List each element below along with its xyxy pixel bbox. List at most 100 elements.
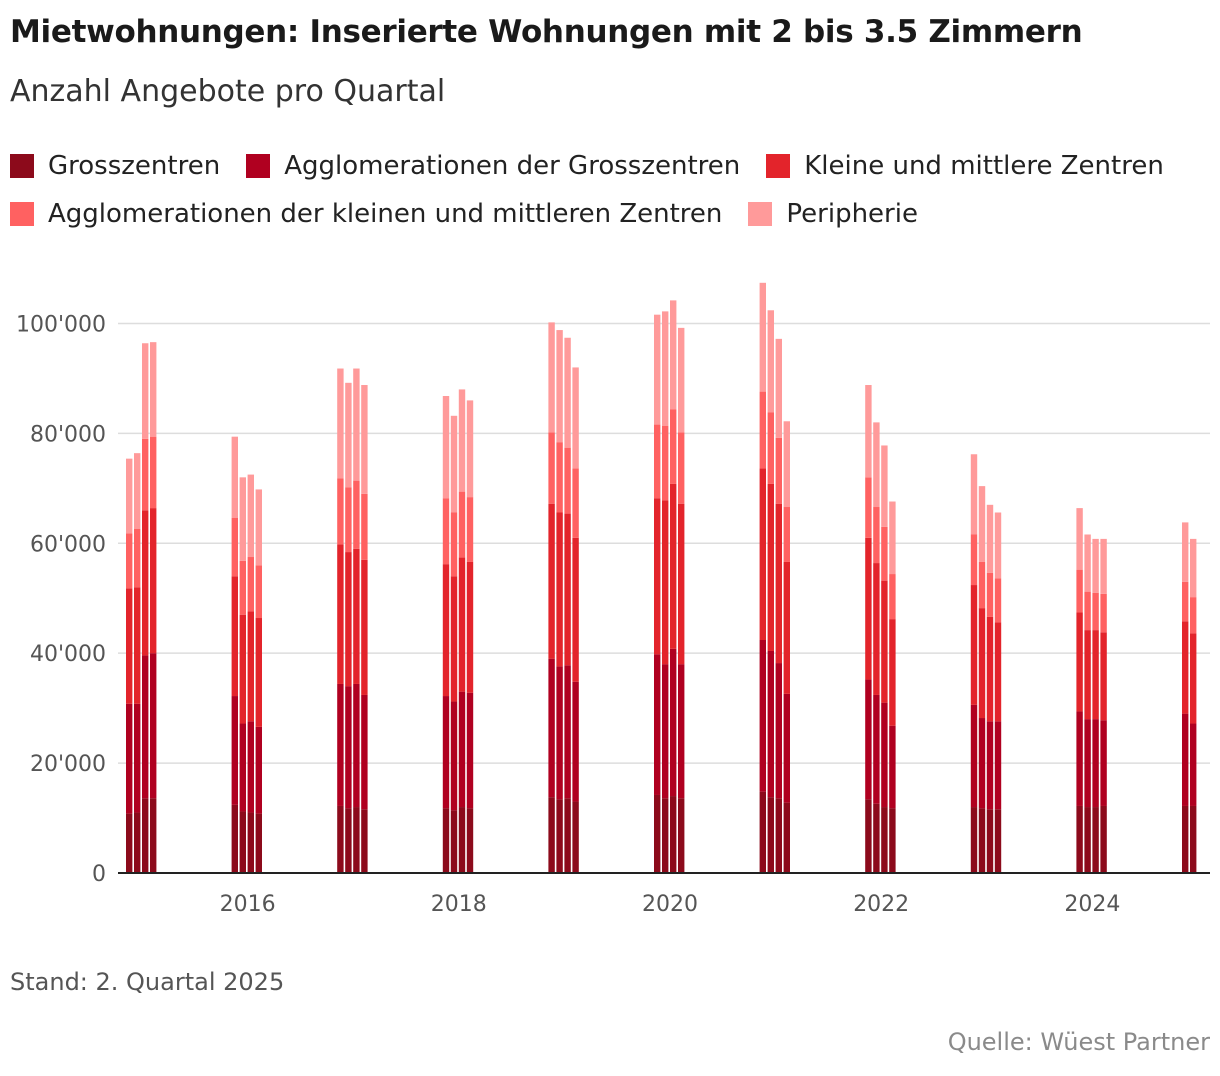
bar-segment — [986, 616, 994, 722]
bar-segment — [361, 809, 368, 873]
bar-segment — [1084, 719, 1091, 808]
bar-segment — [142, 655, 149, 799]
bar-segment — [662, 798, 669, 873]
bar-segment — [654, 424, 661, 499]
legend-item-kleine-mittlere-zentren: Kleine und mittlere Zentren — [766, 151, 1164, 181]
bar-segment — [1092, 538, 1099, 593]
bar-segment — [239, 477, 246, 561]
bar-segment — [458, 807, 466, 873]
bar-segment — [231, 804, 238, 873]
x-tick-label: 2022 — [853, 892, 909, 917]
bar-segment — [1182, 713, 1189, 806]
bar-segment — [662, 311, 669, 426]
bar-segment — [239, 723, 246, 812]
bar-segment — [142, 343, 149, 439]
bar-segment — [572, 537, 579, 682]
y-tick-label: 80'000 — [30, 422, 106, 447]
bar-segment — [255, 489, 262, 566]
bar-segment — [564, 447, 571, 514]
bar-segment — [1182, 621, 1189, 714]
bar-segment — [678, 503, 685, 665]
bar-segment — [1182, 522, 1189, 582]
bar-segment — [548, 658, 555, 798]
bar-segment — [994, 721, 1002, 810]
bar-segment — [1190, 723, 1197, 806]
bar-segment — [353, 683, 360, 808]
bar-segment — [556, 799, 563, 873]
bar-segment — [1084, 807, 1091, 873]
legend-item-agglomerationen-grosszentren: Agglomerationen der Grosszentren — [246, 151, 740, 181]
bar-segment — [654, 654, 661, 795]
bar-segment — [564, 798, 571, 873]
bar-segment — [442, 564, 450, 697]
bar-segment — [255, 813, 262, 873]
bar-segment — [978, 486, 986, 562]
bar-segment — [556, 512, 563, 667]
bar-segment — [865, 385, 872, 478]
bar-segment — [678, 664, 685, 799]
bar-segment — [678, 798, 685, 873]
bar-segment — [783, 561, 790, 694]
bar-segment — [345, 808, 352, 873]
bar-segment — [345, 552, 352, 687]
bar-segment — [1076, 805, 1083, 873]
bar-segment — [986, 809, 994, 873]
bar-segment — [654, 314, 661, 425]
bar-segment — [873, 422, 880, 508]
bar-segment — [1100, 805, 1107, 873]
bar-segment — [1076, 612, 1083, 712]
bar-segment — [442, 696, 450, 809]
bar-segment — [361, 385, 368, 494]
bar-segment — [150, 798, 157, 873]
bar-segment — [654, 794, 661, 873]
bar-segment — [548, 432, 555, 504]
legend: Grosszentren Agglomerationen der Grossze… — [10, 142, 1210, 238]
bar-segment — [783, 507, 790, 562]
bar-segment — [978, 608, 986, 719]
bar-segment — [775, 338, 782, 438]
bar-segment — [556, 666, 563, 800]
bar-segment — [759, 791, 766, 873]
legend-label: Kleine und mittlere Zentren — [804, 151, 1164, 181]
bar-segment — [564, 665, 571, 799]
bar-segment — [767, 650, 774, 798]
bar-segment — [126, 458, 133, 534]
bar-segment — [466, 561, 474, 693]
bar-segment — [1182, 581, 1189, 622]
bar-segment — [889, 725, 896, 809]
bar-segment — [345, 382, 352, 488]
bar-segment — [572, 367, 579, 469]
bar-segment — [865, 679, 872, 800]
bar-segment — [759, 468, 766, 640]
bar-segment — [759, 391, 766, 469]
bar-segment — [458, 491, 466, 558]
legend-item-grosszentren: Grosszentren — [10, 151, 220, 181]
x-tick-label: 2020 — [642, 892, 698, 917]
bar-segment — [670, 796, 677, 873]
bar-segment — [1190, 633, 1197, 724]
bar-segment — [134, 812, 141, 873]
bar-segment — [670, 483, 677, 649]
bar-segment — [337, 478, 344, 545]
x-axis: 2016 2018 2020 2022 2024 — [118, 872, 1210, 917]
bar-segment — [247, 557, 254, 612]
y-tick-label: 20'000 — [30, 752, 106, 777]
bar-segment — [775, 798, 782, 873]
bar-segment — [134, 587, 141, 704]
bar-segment — [767, 797, 774, 873]
bar-segment — [231, 518, 238, 577]
bar-segment — [150, 436, 157, 509]
legend-label: Peripherie — [786, 199, 918, 229]
legend-label: Agglomerationen der Grosszentren — [284, 151, 741, 181]
bar-segment — [775, 503, 782, 664]
bar-segment — [1092, 630, 1099, 720]
bar-segment — [142, 510, 149, 656]
bar-segment — [978, 718, 986, 809]
bar-segment — [1092, 719, 1099, 808]
bar-segment — [231, 696, 238, 805]
bar-segment — [345, 487, 352, 553]
bar-segment — [783, 802, 790, 873]
bar-segment — [442, 498, 450, 565]
bar-segment — [986, 572, 994, 617]
y-tick-label: 60'000 — [30, 532, 106, 557]
